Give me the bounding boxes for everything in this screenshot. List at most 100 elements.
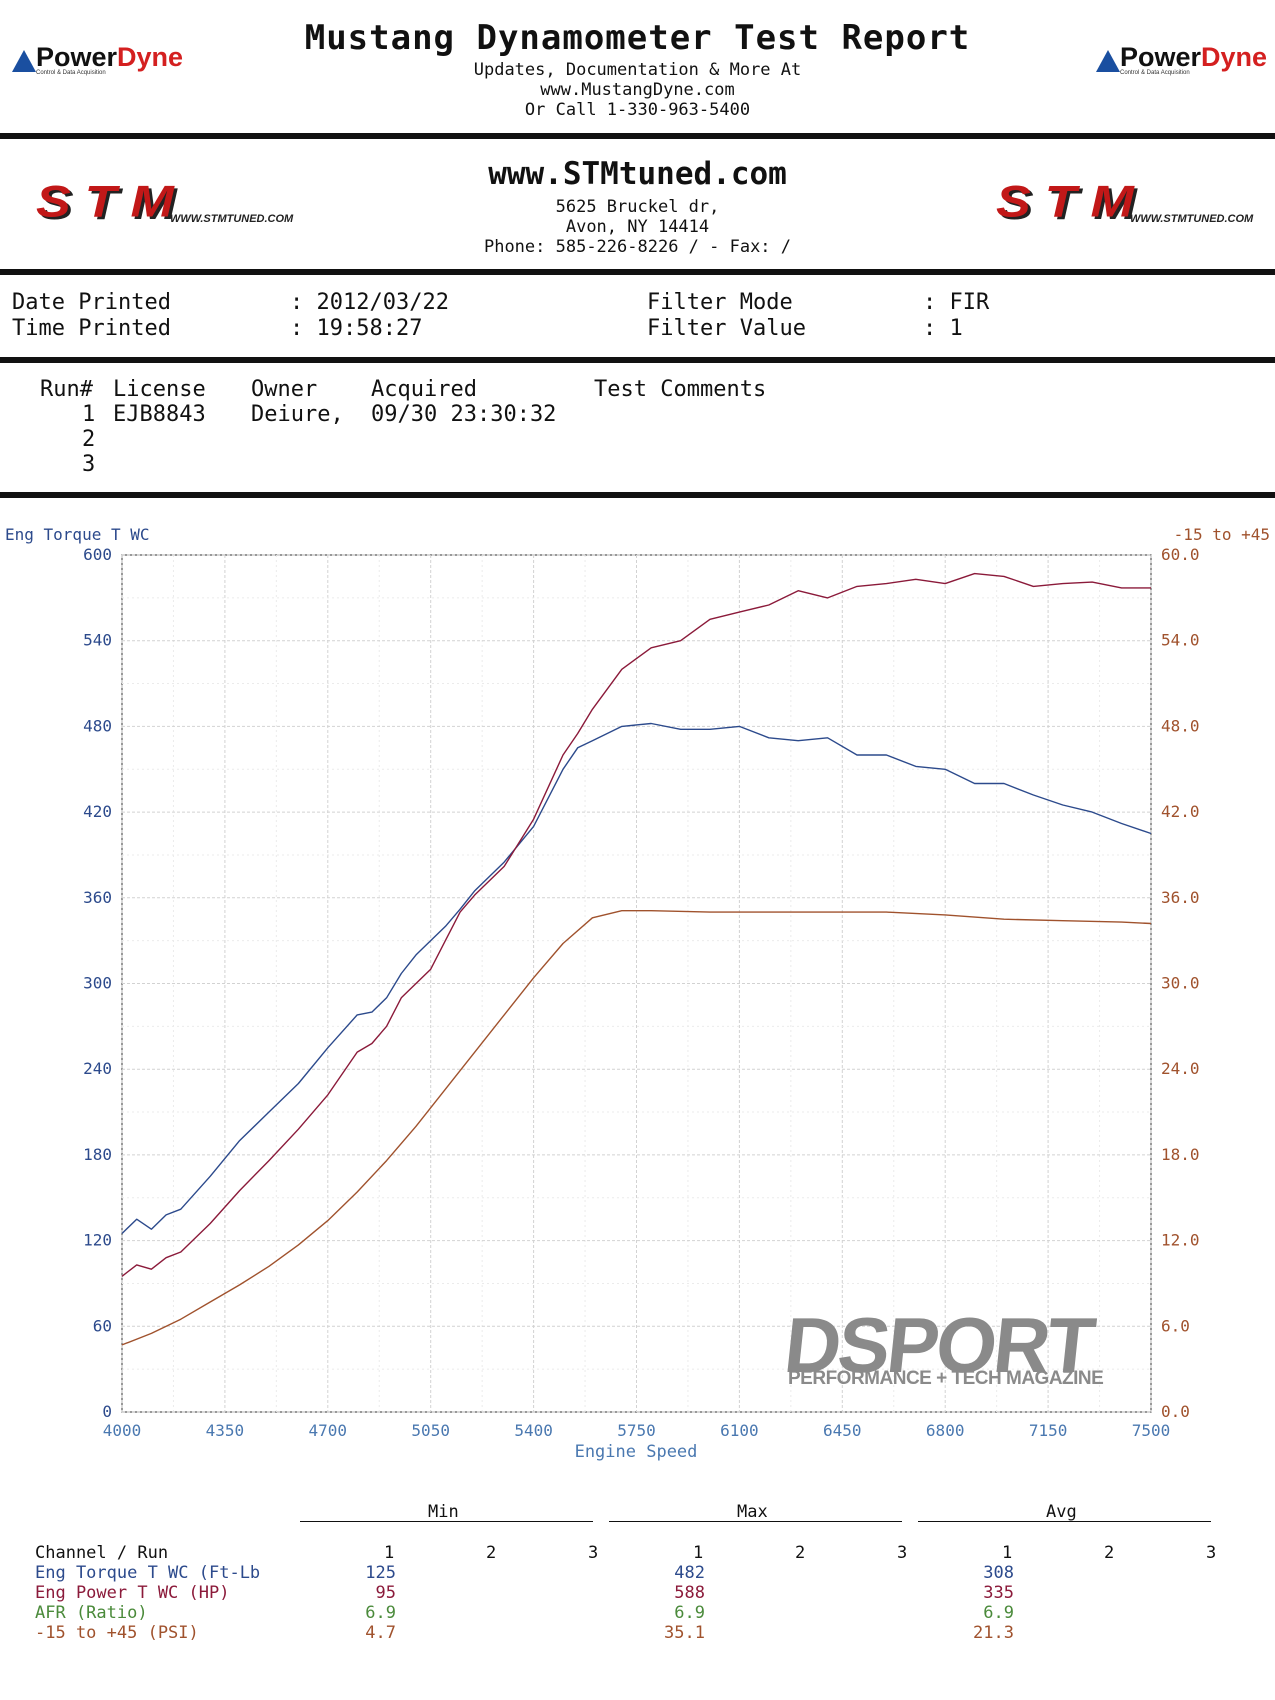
run-license: EJB8843 (113, 402, 206, 427)
date-printed-label: Date Printed (12, 290, 171, 315)
header-line-3: Or Call 1-330-963-5400 (524, 100, 751, 120)
x-axis-label: Engine Speed (575, 1442, 698, 1462)
dsport-tagline: PERFORMANCE + TECH MAGAZINE (788, 1368, 1104, 1389)
stat-avg-value: 21.3 (973, 1623, 1014, 1643)
logo-swoosh-icon (12, 50, 36, 72)
left-y-tick-label: 60 (93, 1316, 112, 1335)
gridlines (121, 554, 1152, 1413)
stm-logo-text: STM (996, 177, 1148, 227)
run-column-header: 1 (384, 1543, 395, 1563)
right-axis-label: -15 to +45 (1174, 525, 1270, 544)
filter-value-label: Filter Value (647, 316, 806, 341)
logo-power-text: Power (1120, 42, 1202, 72)
channel-run-header: Channel / Run (35, 1543, 169, 1563)
header-line-1: Updates, Documentation & More At (473, 60, 802, 80)
right-y-tick-label: 30.0 (1161, 974, 1200, 993)
stat-max-value: 588 (674, 1583, 705, 1603)
run-column-header: 3 (588, 1543, 599, 1563)
run-column-header: 3 (1206, 1543, 1217, 1563)
run-owner: Deiure, (251, 402, 344, 427)
stm-logo-right: STM (996, 177, 1148, 228)
logo-power-text: Power (36, 42, 118, 72)
divider (0, 357, 1275, 363)
stat-avg-value: 335 (983, 1583, 1014, 1603)
filter-mode-label: Filter Mode (647, 290, 793, 315)
left-y-tick-label: 540 (83, 631, 112, 650)
stm-logo-left: STM (36, 177, 188, 228)
max-group-rule (609, 1521, 902, 1522)
run-number: 1 (82, 402, 96, 427)
stat-avg-value: 6.9 (983, 1603, 1014, 1623)
right-y-tick-label: 18.0 (1161, 1145, 1200, 1164)
divider (0, 269, 1275, 275)
right-y-tick-label: 42.0 (1161, 802, 1200, 821)
time-printed-label: Time Printed (12, 316, 171, 341)
x-tick-label: 5750 (617, 1421, 656, 1440)
stat-min-value: 4.7 (365, 1623, 396, 1643)
boost-series-line (121, 910, 1152, 1346)
max-group-header: Max (737, 1502, 768, 1522)
stm-logo-text: STM (36, 177, 188, 227)
x-tick-label: 6100 (720, 1421, 759, 1440)
dyno-chart: 4000 4350 4700 5050 5400 5750 6100 6450 6800 7150… (5, 525, 1270, 1462)
right-y-tick-label: 24.0 (1161, 1059, 1200, 1078)
run-acquired: 09/30 23:30:32 (371, 402, 557, 427)
run-column-header: 2 (1104, 1543, 1115, 1563)
stat-min-value: 6.9 (365, 1603, 396, 1623)
acquired-header: Acquired (371, 377, 477, 402)
plot-frame (121, 554, 1152, 1413)
stat-min-value: 95 (375, 1583, 396, 1603)
logo-dyne-text: Dyne (117, 42, 184, 72)
header-line-2: www.MustangDyne.com (540, 80, 735, 100)
min-group-header: Min (428, 1502, 459, 1522)
run-number: 2 (82, 427, 96, 452)
left-y-tick-label: 120 (83, 1231, 112, 1250)
shop-address-2: Avon, NY 14414 (565, 217, 710, 237)
owner-header: Owner (251, 377, 318, 402)
x-tick-label: 5400 (514, 1421, 553, 1440)
filter-value-value: : 1 (923, 316, 963, 341)
logo-dyne-text: Dyne (1201, 42, 1268, 72)
divider (0, 492, 1275, 498)
x-tick-label: 7150 (1029, 1421, 1068, 1440)
right-y-tick-label: 48.0 (1161, 716, 1200, 735)
stat-avg-value: 308 (983, 1563, 1014, 1583)
stat-max-value: 482 (674, 1563, 705, 1583)
right-y-tick-label: 36.0 (1161, 888, 1200, 907)
shop-address-1: 5625 Bruckel dr, (555, 197, 720, 217)
stat-channel-label: -15 to +45 (PSI) (35, 1623, 199, 1643)
logo-swoosh-icon (1096, 50, 1120, 72)
time-printed-value: : 19:58:27 (290, 316, 423, 341)
license-header: License (113, 377, 206, 402)
stat-max-value: 6.9 (674, 1603, 705, 1623)
run-number: 3 (82, 452, 96, 477)
avg-group-rule (918, 1521, 1211, 1522)
series-lines (121, 572, 1152, 1346)
shop-phone: Phone: 585-226-8226 / - Fax: / (483, 237, 792, 257)
right-y-tick-label: 6.0 (1161, 1316, 1190, 1335)
x-tick-label: 6450 (823, 1421, 862, 1440)
report-title: Mustang Dynamometer Test Report (304, 18, 971, 58)
run-column-header: 2 (486, 1543, 497, 1563)
stat-min-value: 125 (365, 1563, 396, 1583)
logo-tagline: Control & Data Acquisition (1120, 70, 1190, 76)
right-y-tick-label: 60.0 (1161, 545, 1200, 564)
logo-tagline: Control & Data Acquisition (36, 70, 106, 76)
power-series-line (121, 572, 1151, 1277)
run-column-header: 1 (1002, 1543, 1013, 1563)
x-tick-label: 5050 (411, 1421, 450, 1440)
run-column-header: 3 (897, 1543, 908, 1563)
run-column-header: 1 (693, 1543, 704, 1563)
left-y-tick-label: 360 (83, 888, 112, 907)
stat-channel-label: Eng Torque T WC (Ft-Lb (35, 1563, 261, 1583)
right-y-tick-label: 54.0 (1161, 631, 1200, 650)
stat-channel-label: AFR (Ratio) (35, 1603, 148, 1623)
right-y-tick-label: 0.0 (1161, 1402, 1190, 1421)
x-tick-label: 4000 (103, 1421, 142, 1440)
torque-series-line (121, 722, 1152, 1235)
left-axis-label: Eng Torque T WC (5, 525, 150, 544)
right-y-tick-label: 12.0 (1161, 1231, 1200, 1250)
left-y-tick-label: 480 (83, 716, 112, 735)
filter-mode-value: : FIR (923, 290, 990, 315)
x-tick-label: 4700 (309, 1421, 348, 1440)
